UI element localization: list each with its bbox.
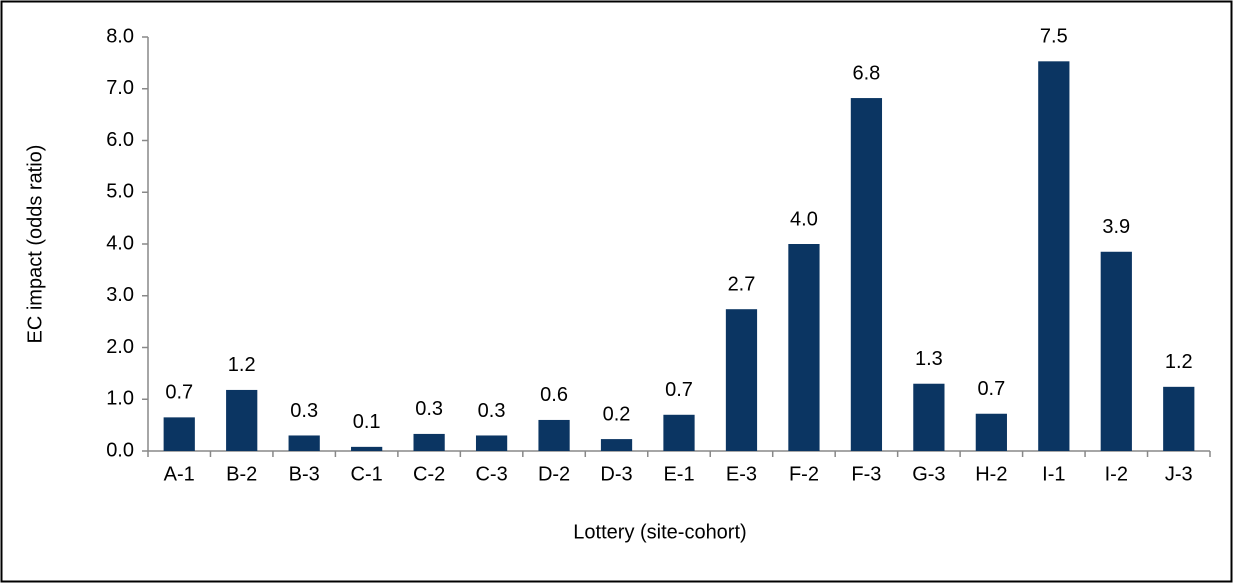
bar [850, 98, 883, 451]
x-tick-label: D-3 [600, 463, 632, 485]
bar [226, 389, 258, 451]
y-axis-label: EC impact (odds ratio) [24, 145, 46, 344]
bar [1163, 386, 1195, 451]
x-tick-label: D-2 [538, 463, 570, 485]
x-tick-label: F-3 [851, 463, 881, 485]
bar [725, 309, 758, 451]
bar [663, 414, 695, 451]
bar [788, 244, 820, 451]
data-label: 1.3 [915, 348, 943, 370]
bar [1100, 251, 1132, 451]
x-tick-label: B-3 [289, 463, 320, 485]
data-label: 6.8 [853, 62, 881, 84]
bar [163, 417, 195, 451]
data-label: 3.9 [1102, 216, 1130, 238]
data-label: 7.5 [1040, 26, 1068, 48]
data-label: 0.3 [290, 400, 318, 422]
x-tick-label: A-1 [164, 463, 195, 485]
x-tick-label: E-3 [726, 463, 757, 485]
y-tick-label: 6.0 [106, 129, 134, 151]
x-tick-label: I-1 [1042, 463, 1065, 485]
data-label: 0.3 [415, 398, 443, 420]
x-tick-label: J-3 [1165, 463, 1193, 485]
x-tick-label: C-2 [413, 463, 445, 485]
data-label: 0.7 [665, 379, 693, 401]
y-tick-label: 1.0 [106, 388, 134, 410]
x-tick-label: F-2 [789, 463, 819, 485]
bar [475, 435, 508, 451]
data-label: 0.3 [478, 400, 506, 422]
bar [288, 435, 320, 451]
data-label: 0.1 [353, 411, 381, 433]
y-tick-label: 2.0 [106, 336, 134, 358]
x-tick-label: I-2 [1105, 463, 1128, 485]
y-tick-label: 0.0 [106, 439, 134, 461]
x-axis-label: Lottery (site-cohort) [573, 521, 746, 543]
data-label: 0.2 [603, 403, 631, 425]
y-tick-label: 3.0 [106, 284, 134, 306]
data-label: 4.0 [790, 208, 818, 230]
x-tick-label: H-2 [975, 463, 1007, 485]
data-label: 1.2 [228, 354, 256, 376]
y-tick-label: 5.0 [106, 181, 134, 203]
data-label: 0.7 [165, 382, 193, 404]
x-tick-label: E-1 [663, 463, 694, 485]
bar [600, 439, 633, 451]
data-label: 2.7 [728, 273, 756, 295]
y-tick-label: 4.0 [106, 232, 134, 254]
data-label: 0.7 [977, 378, 1005, 400]
x-tick-label: B-2 [226, 463, 257, 485]
y-tick-label: 7.0 [106, 77, 134, 99]
bar [1038, 61, 1070, 451]
y-tick-label: 8.0 [106, 25, 134, 47]
x-tick-label: G-3 [912, 463, 945, 485]
data-label: 1.2 [1165, 351, 1193, 373]
bar [975, 413, 1007, 451]
bar [413, 433, 445, 451]
bar [351, 446, 383, 451]
data-label: 0.6 [540, 384, 568, 406]
bar [538, 419, 570, 451]
x-tick-label: C-1 [351, 463, 383, 485]
x-tick-label: C-3 [475, 463, 507, 485]
bar [913, 383, 945, 451]
